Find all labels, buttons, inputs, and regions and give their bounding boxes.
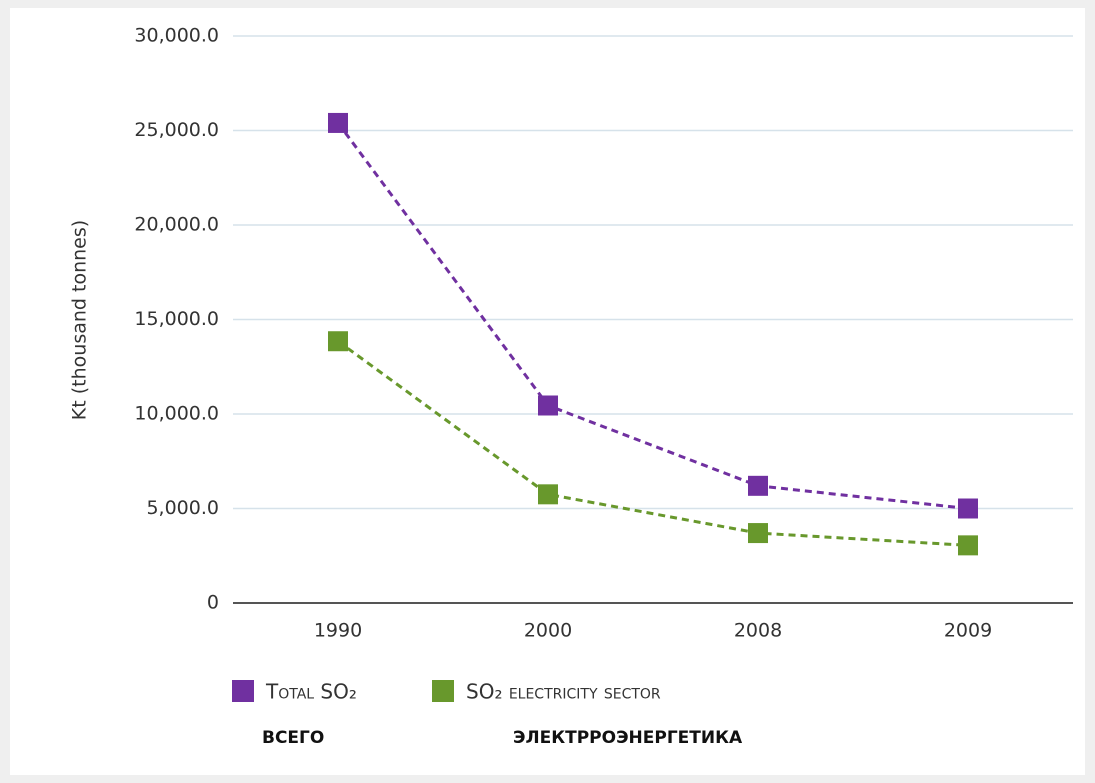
point-marker: [328, 112, 348, 133]
y-tick-label: 5,000.0: [146, 497, 219, 519]
annotation: ВСЕГО: [262, 728, 324, 748]
y-tick-label: 15,000.0: [134, 308, 219, 330]
y-tick-label: 10,000.0: [134, 403, 219, 425]
legend-label: Total SO₂: [265, 680, 357, 704]
x-tick-label: 2008: [734, 620, 782, 642]
x-tick-label: 2009: [944, 620, 992, 642]
point-marker: [748, 523, 768, 544]
point-marker: [958, 498, 978, 519]
y-tick-label: 30,000.0: [134, 25, 219, 47]
series-line: [337, 340, 969, 547]
y-tick-label: 25,000.0: [134, 119, 219, 141]
y-axis-label: Kt (thousand tonnes): [69, 220, 91, 420]
x-tick-label: 1990: [314, 620, 362, 642]
legend-label: SO₂ electricity sector: [466, 680, 661, 704]
y-tick-label: 20,000.0: [134, 214, 219, 236]
point-marker: [748, 475, 768, 496]
legend-swatch: [232, 680, 254, 702]
point-marker: [538, 484, 558, 505]
y-tick-label: 0: [207, 592, 219, 614]
legend-swatch: [432, 680, 454, 702]
point-marker: [538, 395, 558, 416]
point-marker: [958, 535, 978, 556]
point-marker: [328, 331, 348, 352]
panel: [10, 8, 1085, 775]
x-tick-label: 2000: [524, 620, 572, 642]
annotation: ЭЛЕКТРРОЭНЕРГЕТИКА: [513, 728, 743, 748]
